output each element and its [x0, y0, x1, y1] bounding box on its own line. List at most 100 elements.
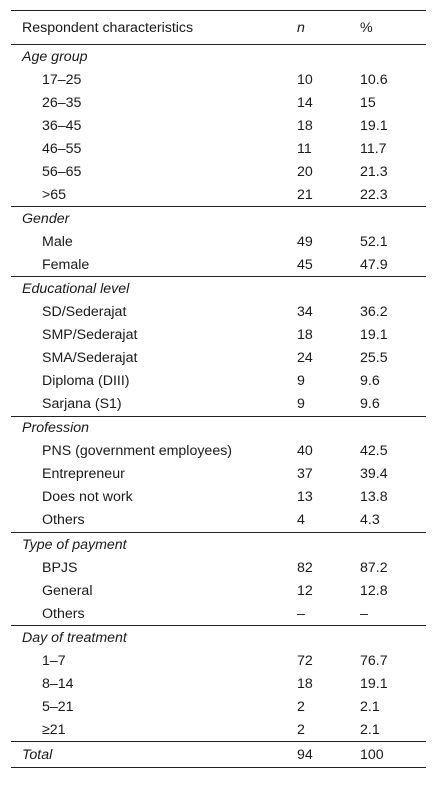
row-label: Female — [42, 256, 90, 273]
row-n-value: 9 — [297, 396, 305, 413]
row-n-value: 40 — [297, 443, 313, 460]
row-label: SMP/Sederajat — [42, 327, 138, 344]
row-percent-value: 76.7 — [360, 652, 388, 669]
row-label: Sarjana (S1) — [42, 396, 122, 413]
total-row: Total 94 100 — [11, 741, 426, 769]
group-title: Educational level — [11, 276, 426, 301]
row-n-value: 4 — [297, 512, 305, 529]
table-row: ≥21 2 2.1 — [11, 718, 426, 742]
row-percent-value: 13.8 — [360, 489, 388, 506]
group-heading-row: Day of treatment — [11, 625, 426, 650]
table-row: 56–65 20 21.3 — [11, 160, 426, 183]
row-label: 26–35 — [42, 94, 82, 111]
group-title: Age group — [22, 48, 88, 65]
row-label: BPJS — [42, 559, 78, 576]
row-n-value: 10 — [297, 71, 313, 88]
row-label: Others — [42, 605, 85, 622]
row-label: Others — [42, 512, 85, 529]
row-n-value: 82 — [297, 559, 313, 576]
row-label: Diploma (DIII) — [42, 373, 130, 390]
table-row: 1–7 72 76.7 — [11, 649, 426, 672]
row-percent-value: 19.1 — [360, 117, 388, 134]
table-row: PNS (government employees) 40 42.5 — [11, 440, 426, 463]
row-percent-value: 52.1 — [360, 233, 388, 250]
row-n-value: 24 — [297, 350, 313, 367]
row-label: 8–14 — [42, 675, 74, 692]
total-label: Total — [11, 741, 297, 769]
row-label: PNS (government employees) — [42, 443, 233, 460]
row-label: 56–65 — [42, 163, 82, 180]
table-row: Does not work 13 13.8 — [11, 486, 426, 509]
row-percent-value: 21.3 — [360, 163, 388, 180]
row-n-value: 45 — [297, 256, 313, 273]
table-row: Others 4 4.3 — [11, 509, 426, 533]
table-row: SD/Sederajat 34 36.2 — [11, 301, 426, 324]
row-n-value: 14 — [297, 94, 313, 111]
row-label: >65 — [42, 186, 67, 203]
total-percent-value: 100 — [360, 741, 426, 769]
row-percent-value: 12.8 — [360, 582, 388, 599]
row-label: 36–45 — [42, 117, 82, 134]
group-heading-row: Profession — [11, 415, 426, 440]
row-percent-value: 2.1 — [360, 698, 380, 715]
row-percent-value: 39.4 — [360, 466, 388, 483]
group-heading-row: Gender — [11, 206, 426, 231]
row-percent-value: 15 — [360, 94, 376, 111]
table-row: 26–35 14 15 — [11, 91, 426, 114]
row-label: Entrepreneur — [42, 466, 125, 483]
row-label: SMA/Sederajat — [42, 350, 138, 367]
table-header: Respondent characteristics n % — [11, 10, 426, 45]
table-row: SMP/Sederajat 18 19.1 — [11, 324, 426, 347]
row-percent-value: 42.5 — [360, 443, 388, 460]
row-n-value: 11 — [297, 140, 312, 157]
table-row: 8–14 18 19.1 — [11, 672, 426, 695]
table-row: BPJS 82 87.2 — [11, 556, 426, 579]
row-label: 5–21 — [42, 698, 74, 715]
header-percent: % — [360, 10, 426, 45]
row-n-value: 37 — [297, 466, 313, 483]
table-row: General 12 12.8 — [11, 579, 426, 602]
group-title: Profession — [11, 415, 426, 440]
group-heading-row: Type of payment — [11, 531, 426, 557]
row-n-value: 72 — [297, 652, 313, 669]
row-label: General — [42, 582, 93, 599]
table-row: Female 45 47.9 — [11, 253, 426, 277]
table-row: 36–45 18 19.1 — [11, 114, 426, 137]
row-percent-value: 9.6 — [360, 373, 380, 390]
row-n-value: 2 — [297, 698, 305, 715]
row-percent-value: 11.7 — [360, 140, 387, 157]
row-percent-value: 19.1 — [360, 327, 388, 344]
row-n-value: 12 — [297, 582, 313, 599]
group-heading-row: Age group — [11, 45, 426, 69]
group-title: Gender — [11, 206, 426, 231]
row-percent-value: 87.2 — [360, 559, 388, 576]
group-title: Day of treatment — [11, 625, 426, 650]
table-body: Age group 17–25 10 10.6 26–35 14 15 36–45 18 19.1… — [11, 45, 426, 769]
row-n-value: 20 — [297, 163, 313, 180]
header-characteristic: Respondent characteristics — [11, 10, 297, 45]
row-percent-value: 2.1 — [360, 721, 380, 738]
row-percent-value: 19.1 — [360, 675, 388, 692]
row-n-value: 18 — [297, 117, 313, 134]
table-row: 46–55 11 11.7 — [11, 137, 426, 160]
row-label: Does not work — [42, 489, 133, 506]
header-row: Respondent characteristics n % — [11, 10, 426, 45]
row-percent-value: 22.3 — [360, 186, 388, 203]
table-row: Sarjana (S1) 9 9.6 — [11, 393, 426, 417]
row-n-value: 9 — [297, 373, 305, 390]
row-percent-value: 36.2 — [360, 304, 388, 321]
row-percent-value: 4.3 — [360, 512, 380, 529]
group-heading-row: Educational level — [11, 276, 426, 301]
table-row: 5–21 2 2.1 — [11, 695, 426, 718]
row-n-value: 18 — [297, 675, 313, 692]
row-label: 17–25 — [42, 71, 82, 88]
table-row: 17–25 10 10.6 — [11, 68, 426, 91]
row-n-value: 2 — [297, 721, 305, 738]
table-row: Diploma (DIII) 9 9.6 — [11, 370, 426, 393]
header-n: n — [297, 10, 360, 45]
table-row: Others – – — [11, 602, 426, 626]
row-n-value: – — [297, 605, 305, 622]
row-percent-value: 10.6 — [360, 71, 388, 88]
table-row: SMA/Sederajat 24 25.5 — [11, 347, 426, 370]
